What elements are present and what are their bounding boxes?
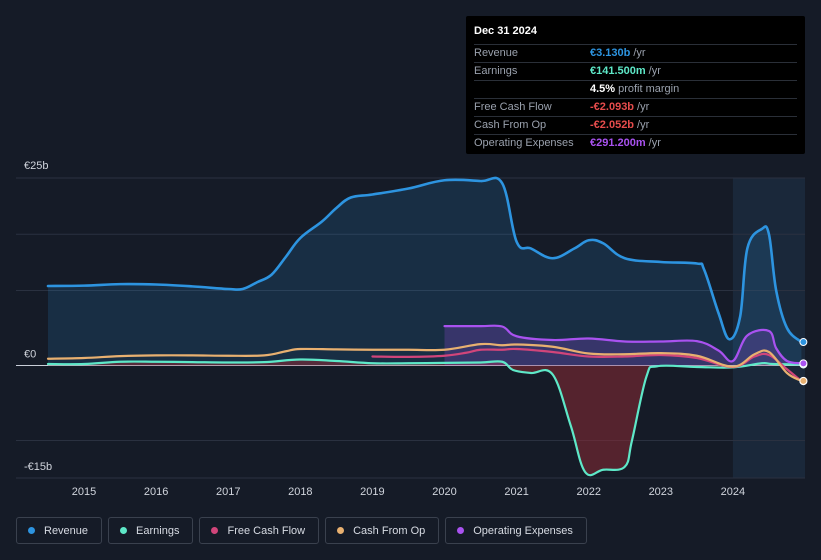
operating-expenses-area xyxy=(444,325,802,366)
earnings-area xyxy=(48,359,802,476)
tooltip-row-value: 4.5% profit margin xyxy=(590,81,679,98)
tooltip-row-unit: /yr xyxy=(648,65,661,77)
tooltip-row-label: Operating Expenses xyxy=(474,137,574,149)
legend-dot-icon xyxy=(211,527,219,534)
revenue-area xyxy=(48,177,802,366)
legend: Revenue Earnings Free Cash Flow Cash From O… xyxy=(16,517,587,545)
tooltip-row-label xyxy=(474,81,590,98)
x-tick-label: 2021 xyxy=(504,486,528,498)
legend-item-operating-expenses[interactable]: Operating Expenses xyxy=(445,517,587,544)
legend-item-revenue[interactable]: Revenue xyxy=(16,517,103,544)
tooltip-row-amount: -€2.052b xyxy=(590,119,635,131)
y-axis: €25b €0 -€15b xyxy=(24,160,52,473)
tooltip-row-label: Earnings xyxy=(474,65,518,77)
x-tick-label: 2016 xyxy=(144,486,168,498)
x-tick-label: 2019 xyxy=(360,486,384,498)
free-cash-flow-line xyxy=(371,347,803,383)
operating-expenses-endpoint xyxy=(799,359,808,368)
operating-expenses-line xyxy=(443,324,803,365)
tooltip-row-unit: /yr xyxy=(637,101,650,113)
x-tick-label: 2015 xyxy=(72,486,96,498)
revenue-endpoint xyxy=(799,338,808,347)
series-lines xyxy=(46,176,803,477)
revenue-line xyxy=(46,176,803,344)
y-tick-label: €25b xyxy=(24,160,48,172)
series-endpoints xyxy=(799,338,808,386)
tooltip-row-label: Free Cash Flow xyxy=(474,101,552,113)
legend-item-free-cash-flow[interactable]: Free Cash Flow xyxy=(199,517,320,544)
tooltip-row: Free Cash Flow -€2.093b/yr xyxy=(474,98,797,116)
tooltip-row-amount: €291.200m xyxy=(590,137,646,149)
legend-dot-icon xyxy=(337,527,345,534)
tooltip-row-value: €141.500m/yr xyxy=(590,63,661,80)
tooltip-row: Revenue €3.130b/yr xyxy=(474,44,797,62)
tooltip-row-unit: /yr xyxy=(648,137,661,149)
legend-dot-icon xyxy=(457,527,465,534)
tooltip-row: Earnings €141.500m/yr xyxy=(474,62,797,80)
tooltip-row: Cash From Op -€2.052b/yr xyxy=(474,116,797,134)
tooltip-row-amount: €141.500m xyxy=(590,65,646,77)
tooltip: Dec 31 2024 Revenue €3.130b/yr Earnings €14… xyxy=(466,16,805,154)
tooltip-row: 4.5% profit margin xyxy=(474,80,797,98)
tooltip-row-amount: €3.130b xyxy=(590,47,631,59)
cash-from-op-line xyxy=(46,342,803,382)
legend-item-cash-from-op[interactable]: Cash From Op xyxy=(325,517,440,544)
tooltip-row-label: Cash From Op xyxy=(474,119,547,131)
tooltip-row-value: €3.130b/yr xyxy=(590,45,646,62)
x-tick-label: 2020 xyxy=(432,486,456,498)
tooltip-row-value: -€2.052b/yr xyxy=(590,117,649,134)
x-tick-label: 2018 xyxy=(288,486,312,498)
tooltip-row-unit: profit margin xyxy=(618,83,680,95)
tooltip-row-label: Revenue xyxy=(474,47,519,59)
legend-label: Free Cash Flow xyxy=(227,524,306,537)
x-tick-label: 2022 xyxy=(576,486,600,498)
forecast-shade xyxy=(732,178,805,478)
legend-item-earnings[interactable]: Earnings xyxy=(108,517,194,544)
x-tick-label: 2024 xyxy=(721,486,745,498)
legend-label: Operating Expenses xyxy=(473,524,573,537)
legend-label: Revenue xyxy=(44,524,89,537)
tooltip-row-unit: /yr xyxy=(637,119,650,131)
earnings-line xyxy=(46,358,803,477)
legend-dot-icon xyxy=(120,527,128,534)
y-tick-label: €0 xyxy=(24,349,36,361)
tooltip-row-unit: /yr xyxy=(633,47,646,59)
tooltip-row-value: -€2.093b/yr xyxy=(590,99,649,116)
tooltip-row-amount: 4.5% xyxy=(590,83,616,95)
x-axis: 2015 2016 2017 2018 2019 2020 2021 2022 2023 2024 xyxy=(72,486,745,498)
legend-dot-icon xyxy=(28,527,35,534)
legend-label: Cash From Op xyxy=(353,524,426,537)
cash-from-op-endpoint xyxy=(799,376,808,385)
tooltip-row: Operating Expenses €291.200m/yr xyxy=(474,134,797,152)
tooltip-row-value: €291.200m/yr xyxy=(590,135,661,152)
x-tick-label: 2017 xyxy=(216,486,240,498)
tooltip-date: Dec 31 2024 xyxy=(474,25,537,37)
tooltip-row-amount: -€2.093b xyxy=(590,101,635,113)
legend-label: Earnings xyxy=(136,524,180,537)
series-areas xyxy=(48,177,802,476)
y-tick-label: -€15b xyxy=(24,461,52,473)
x-tick-label: 2023 xyxy=(649,486,673,498)
